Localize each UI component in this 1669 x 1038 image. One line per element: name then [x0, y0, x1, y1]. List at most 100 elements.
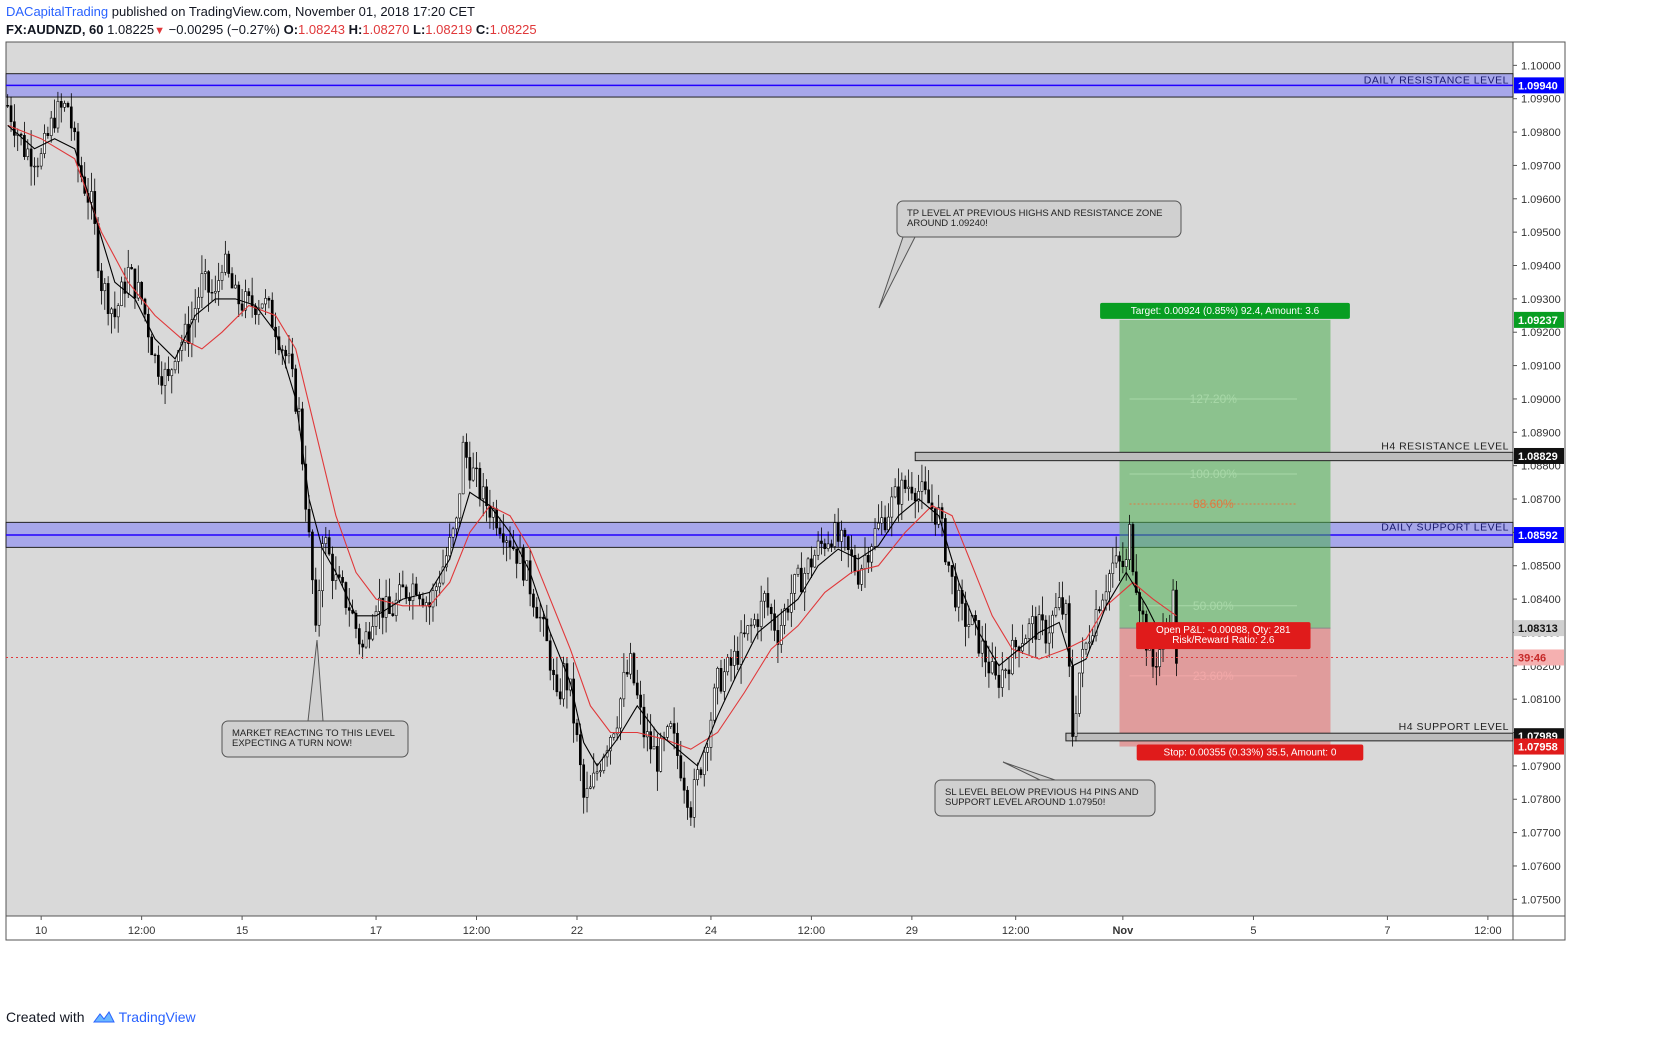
down-arrow-icon: ▼	[154, 25, 166, 37]
y-tick-label: 1.07800	[1521, 794, 1561, 806]
candle	[73, 127, 76, 133]
candle	[213, 291, 217, 294]
candle	[267, 297, 271, 301]
candle	[535, 606, 539, 619]
candle	[682, 777, 686, 791]
candle	[434, 586, 438, 591]
candle	[578, 734, 582, 766]
candle	[173, 361, 177, 371]
y-tick-label: 1.08500	[1521, 561, 1561, 573]
candle	[357, 628, 361, 645]
candle	[170, 369, 174, 377]
candle	[950, 565, 954, 577]
countdown-tag-label: 39:46	[1518, 652, 1546, 664]
candle	[398, 584, 401, 601]
y-tick-label: 1.08900	[1521, 427, 1561, 439]
candle	[820, 540, 823, 544]
candle	[873, 528, 877, 547]
candle	[1124, 559, 1128, 567]
callout-sl-text: SL LEVEL BELOW PREVIOUS H4 PINS AND	[945, 787, 1139, 798]
author-link[interactable]: DACapitalTrading	[6, 4, 109, 19]
candle	[508, 540, 512, 548]
callout-market-text: EXPECTING A TURN NOW!	[232, 738, 352, 749]
callout-sl: SL LEVEL BELOW PREVIOUS H4 PINS ANDSUPPO…	[934, 761, 1156, 817]
pnl-label-text: Open P&L: -0.00088, Qty: 281	[1156, 625, 1291, 636]
created-with-label: Created with	[6, 1009, 85, 1025]
candle	[867, 555, 870, 563]
candle	[234, 284, 237, 289]
candle	[964, 603, 967, 627]
candle	[1057, 597, 1061, 608]
candle	[940, 507, 944, 519]
callout-sl-box	[934, 779, 1156, 817]
candle	[485, 486, 488, 507]
callout-tp-text: TP LEVEL AT PREVIOUS HIGHS AND RESISTANC…	[907, 208, 1163, 219]
h4-support-label: H4 SUPPORT LEVEL	[1399, 721, 1509, 733]
y-tick-label: 1.07700	[1521, 828, 1561, 840]
candle	[1158, 649, 1162, 668]
candle	[756, 619, 760, 627]
candle	[823, 543, 827, 549]
candle	[59, 101, 63, 108]
fib-label: 127.20%	[1190, 392, 1238, 406]
high-label: H:	[348, 22, 363, 37]
candle	[471, 467, 475, 481]
candle	[36, 165, 40, 168]
candle	[716, 668, 719, 689]
candle	[9, 105, 13, 123]
symbol-label[interactable]: FX:AUDNZD, 60	[6, 22, 104, 37]
candle	[46, 133, 50, 136]
daily-resistance-tag	[1514, 77, 1564, 94]
target-label-text: Target: 0.00924 (0.85%) 92.4, Amount: 3.…	[1131, 306, 1320, 317]
candle	[890, 496, 894, 518]
candle	[136, 281, 140, 299]
y-tick-label: 1.09700	[1521, 160, 1561, 172]
candle	[907, 486, 910, 489]
stop-price-tag-label: 1.07958	[1518, 742, 1558, 754]
candle	[923, 481, 927, 491]
candle	[29, 148, 33, 167]
h4-resistance-label: H4 RESISTANCE LEVEL	[1381, 440, 1509, 452]
candle	[870, 546, 874, 563]
candle	[625, 671, 629, 675]
candle	[749, 624, 753, 627]
candle	[324, 537, 328, 544]
callout-tp-box	[896, 200, 1182, 238]
candle	[1128, 524, 1131, 560]
candle	[1000, 669, 1004, 688]
candle	[90, 191, 93, 203]
open-value: 1.08243	[298, 22, 346, 37]
candle	[558, 691, 562, 700]
price-change: −0.00295 (−0.27%)	[168, 22, 280, 37]
candle	[689, 807, 693, 818]
y-tick-label: 1.08700	[1521, 494, 1561, 506]
candle	[679, 755, 683, 779]
candle	[297, 408, 301, 412]
candle	[619, 698, 622, 729]
price-chart[interactable]: 1.10000 1.09900 1.09800 1.09700 1.09600 1.095…	[0, 0, 1669, 1000]
y-tick-label: 1.09400	[1521, 261, 1561, 273]
candle	[957, 589, 961, 608]
candle	[692, 779, 696, 818]
ema-slow-line	[7, 124, 1177, 750]
candle	[666, 726, 669, 738]
daily-resistance-tag-label: 1.09940	[1518, 80, 1558, 92]
candle	[150, 336, 154, 356]
low-label: L:	[413, 22, 426, 37]
candle	[1051, 614, 1054, 634]
candle	[706, 747, 709, 753]
candle	[803, 573, 807, 593]
candle	[264, 297, 267, 305]
candle	[441, 566, 445, 584]
tradingview-brand[interactable]: TradingView	[92, 1008, 196, 1026]
candle	[592, 772, 596, 788]
countdown-tag	[1514, 649, 1564, 666]
callout-market-box	[221, 720, 409, 758]
fib-label: 88.60%	[1193, 497, 1234, 511]
candle	[1141, 610, 1145, 615]
candle	[207, 271, 210, 293]
fib-label: 50.00%	[1193, 599, 1234, 613]
candle	[656, 746, 659, 772]
candle	[528, 560, 532, 595]
candle	[1007, 669, 1011, 675]
